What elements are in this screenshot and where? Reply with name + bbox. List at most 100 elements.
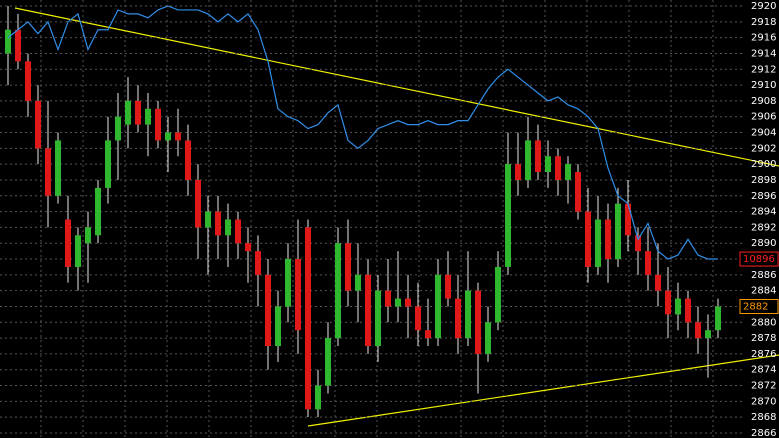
- overlay-line: [7, 5, 718, 260]
- candle-body: [385, 290, 391, 307]
- candle-body: [5, 29, 11, 54]
- vertical-grid: [0, 0, 745, 438]
- last-price-label-box: [739, 298, 779, 314]
- candle-body: [375, 290, 381, 347]
- candle-body: [535, 140, 541, 173]
- y-tick-label: 2914: [751, 48, 776, 59]
- candle-body: [545, 156, 551, 173]
- candle-body: [365, 274, 371, 347]
- candle-body: [625, 203, 631, 236]
- candle-body: [635, 235, 641, 252]
- y-tick-label: 2894: [751, 207, 776, 218]
- candle-body: [605, 219, 611, 260]
- candle-body: [55, 140, 61, 196]
- y-tick-label: 2896: [751, 191, 776, 202]
- y-tick-label: 2902: [751, 143, 776, 154]
- candle-body: [215, 211, 221, 236]
- candle-body: [415, 306, 421, 331]
- candle-body: [75, 235, 81, 267]
- candle-body: [325, 338, 331, 386]
- y-tick-label: 2916: [751, 33, 776, 44]
- candle-body: [265, 274, 271, 347]
- overlay-last-label-box: [739, 251, 779, 267]
- y-tick-label: 2900: [751, 159, 776, 170]
- candle-body: [195, 179, 201, 228]
- candle-body: [165, 132, 171, 141]
- candle-body: [675, 298, 681, 315]
- candle-body: [305, 227, 311, 410]
- y-tick-label: 2876: [751, 349, 776, 360]
- candle-body: [205, 211, 211, 228]
- candle-body: [35, 100, 41, 149]
- candle-body: [395, 298, 401, 307]
- candle-body: [575, 172, 581, 212]
- candle-body: [715, 306, 721, 331]
- candle-body: [655, 274, 661, 291]
- last-price-label: 2882: [743, 301, 768, 312]
- y-tick-label: 2866: [751, 428, 776, 438]
- y-tick-label: 2884: [751, 286, 776, 297]
- candle-body: [255, 251, 261, 275]
- candle-body: [25, 61, 31, 101]
- y-tick-label: 2868: [751, 412, 776, 423]
- y-tick-label: 2870: [751, 396, 776, 407]
- y-tick-label: 2892: [751, 222, 776, 233]
- y-tick-label: 2874: [751, 365, 776, 376]
- y-tick-label: 2920: [751, 1, 776, 12]
- candle-body: [335, 243, 341, 339]
- candle-body: [295, 259, 301, 331]
- candle-body: [185, 140, 191, 180]
- y-tick-label: 2906: [751, 112, 776, 123]
- candle-body: [505, 164, 511, 267]
- candle-body: [495, 266, 501, 323]
- y-tick-label: 2898: [751, 175, 776, 186]
- y-tick-label: 2912: [751, 64, 776, 75]
- candle-body: [705, 330, 711, 339]
- candle-body: [155, 108, 161, 141]
- candle-body: [595, 219, 601, 267]
- candle-body: [525, 140, 531, 180]
- candle-body: [515, 164, 521, 180]
- candle-body: [465, 290, 471, 339]
- candle-body: [435, 274, 441, 339]
- y-tick-label: 2878: [751, 333, 776, 344]
- candle-body: [565, 164, 571, 180]
- candle-body: [485, 322, 491, 354]
- candle-body: [145, 108, 151, 125]
- candle-body: [105, 140, 111, 188]
- candle-body: [175, 132, 181, 141]
- y-tick-label: 2886: [751, 270, 776, 281]
- y-tick-label: 2910: [751, 80, 776, 91]
- candle-body: [695, 322, 701, 339]
- y-tick-label: 2918: [751, 17, 776, 28]
- candle-body: [135, 100, 141, 125]
- candle-body: [85, 227, 91, 244]
- candle-body: [65, 219, 71, 267]
- candle-body: [455, 298, 461, 339]
- candle-body: [115, 116, 121, 141]
- overlay-last-label: 10896: [743, 254, 775, 265]
- candle-body: [275, 306, 281, 347]
- candle-body: [355, 274, 361, 291]
- candle-body: [345, 243, 351, 291]
- candle-body: [475, 290, 481, 354]
- candle-body: [285, 259, 291, 307]
- candle-body: [245, 243, 251, 252]
- candle-body: [125, 100, 131, 125]
- candle-body: [555, 156, 561, 180]
- candle-body: [15, 29, 21, 62]
- candle-body: [405, 298, 411, 307]
- y-tick-label: 2880: [751, 317, 776, 328]
- candle-body: [315, 385, 321, 410]
- candle-body: [615, 203, 621, 260]
- candle-body: [235, 219, 241, 244]
- candle-body: [645, 251, 651, 275]
- candle-body: [425, 330, 431, 339]
- y-tick-label: 2904: [751, 128, 776, 139]
- candle-body: [685, 298, 691, 323]
- candle-body: [445, 274, 451, 299]
- y-tick-label: 2908: [751, 96, 776, 107]
- candle-body: [585, 211, 591, 267]
